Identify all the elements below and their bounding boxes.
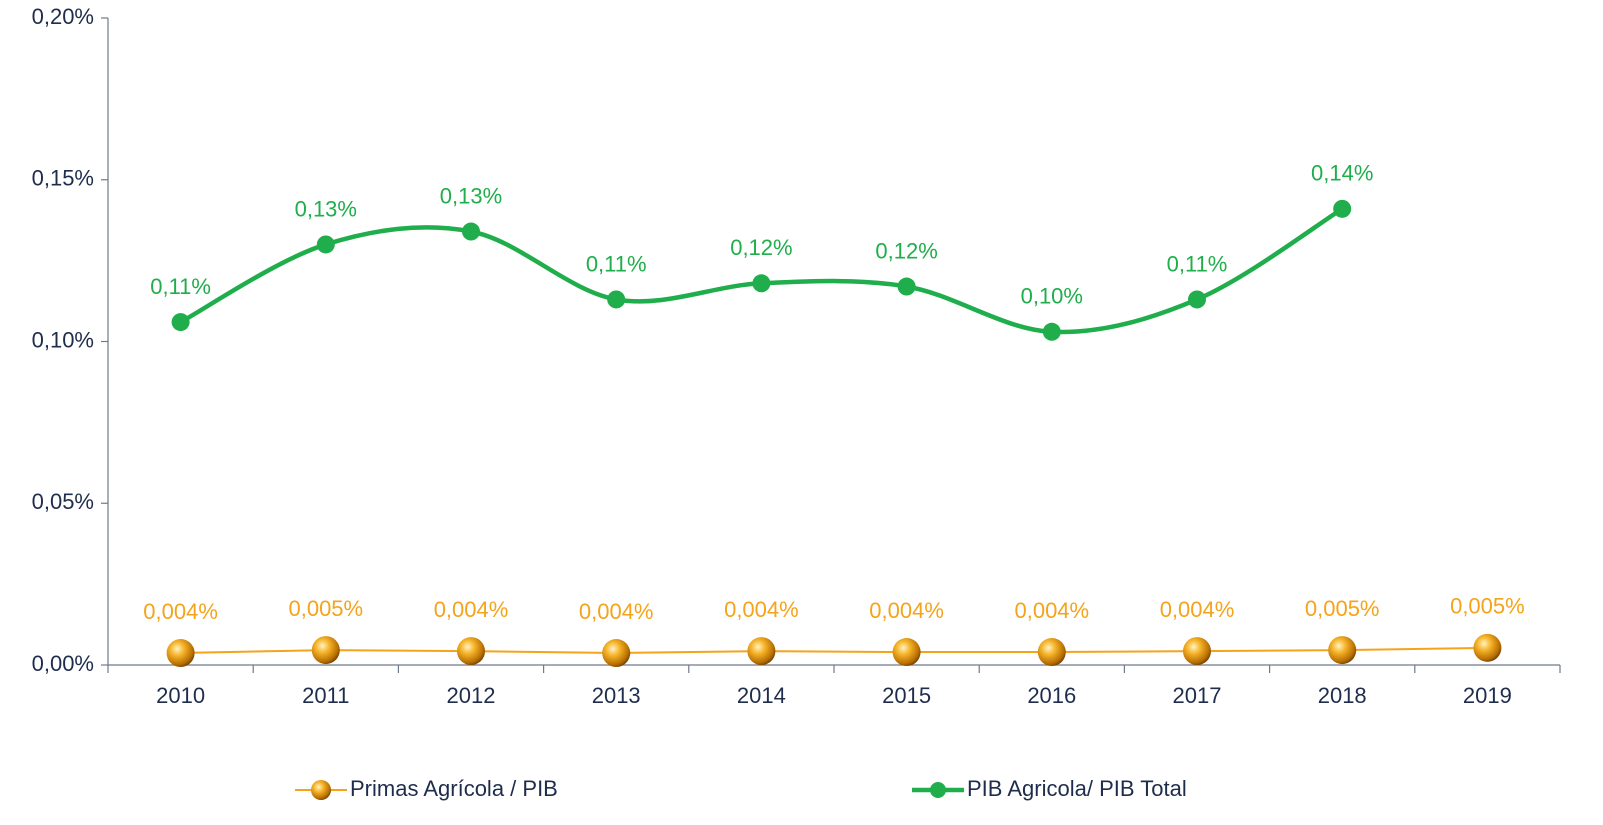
y-tick-label: 0,15% (32, 166, 94, 191)
marker (1037, 638, 1066, 667)
x-tick-label: 2018 (1318, 683, 1367, 708)
data-label: 0,004% (869, 598, 944, 623)
marker (1042, 322, 1061, 341)
data-label: 0,12% (730, 235, 792, 260)
x-tick-label: 2016 (1027, 683, 1076, 708)
data-label: 0,005% (1305, 596, 1380, 621)
x-tick-label: 2017 (1173, 683, 1222, 708)
marker (602, 639, 631, 668)
marker (171, 313, 190, 332)
marker (1328, 636, 1357, 665)
marker (607, 290, 626, 309)
data-label: 0,13% (295, 196, 357, 221)
legend-label: PIB Agricola/ PIB Total (967, 776, 1187, 801)
data-label: 0,004% (434, 597, 509, 622)
data-label: 0,13% (440, 183, 502, 208)
marker (166, 639, 195, 668)
data-label: 0,005% (288, 596, 363, 621)
marker (1183, 637, 1211, 666)
marker (316, 235, 335, 254)
data-label: 0,004% (579, 599, 654, 624)
marker (1333, 199, 1352, 218)
data-label: 0,11% (150, 274, 211, 299)
data-label: 0,004% (1160, 597, 1235, 622)
data-label: 0,11% (1167, 251, 1228, 276)
x-tick-label: 2010 (156, 683, 205, 708)
marker (752, 274, 771, 293)
x-tick-label: 2012 (447, 683, 496, 708)
marker (892, 638, 921, 667)
data-label: 0,004% (724, 597, 799, 622)
data-label: 0,10% (1021, 284, 1083, 309)
data-label: 0,004% (143, 599, 218, 624)
x-tick-label: 2013 (592, 683, 641, 708)
data-label: 0,12% (875, 238, 937, 263)
y-tick-label: 0,00% (32, 651, 94, 676)
y-tick-label: 0,10% (32, 327, 94, 352)
x-tick-label: 2011 (302, 683, 349, 708)
legend-marker (930, 782, 946, 798)
x-tick-label: 2019 (1463, 683, 1512, 708)
marker (1473, 633, 1502, 662)
data-label: 0,004% (1014, 598, 1089, 623)
legend-label: Primas Agrícola / PIB (350, 776, 558, 801)
data-label: 0,14% (1311, 161, 1373, 186)
marker (462, 222, 480, 241)
legend-marker (311, 780, 331, 800)
marker (897, 277, 916, 296)
data-label: 0,11% (586, 251, 647, 276)
x-tick-label: 2015 (882, 683, 931, 708)
marker (311, 636, 340, 665)
y-tick-label: 0,20% (32, 4, 94, 29)
y-tick-label: 0,05% (32, 489, 94, 514)
marker (747, 637, 776, 666)
marker (1188, 290, 1206, 309)
x-tick-label: 2014 (737, 683, 786, 708)
series-line (180, 646, 1488, 655)
data-label: 0,005% (1450, 594, 1525, 619)
marker (457, 637, 485, 666)
